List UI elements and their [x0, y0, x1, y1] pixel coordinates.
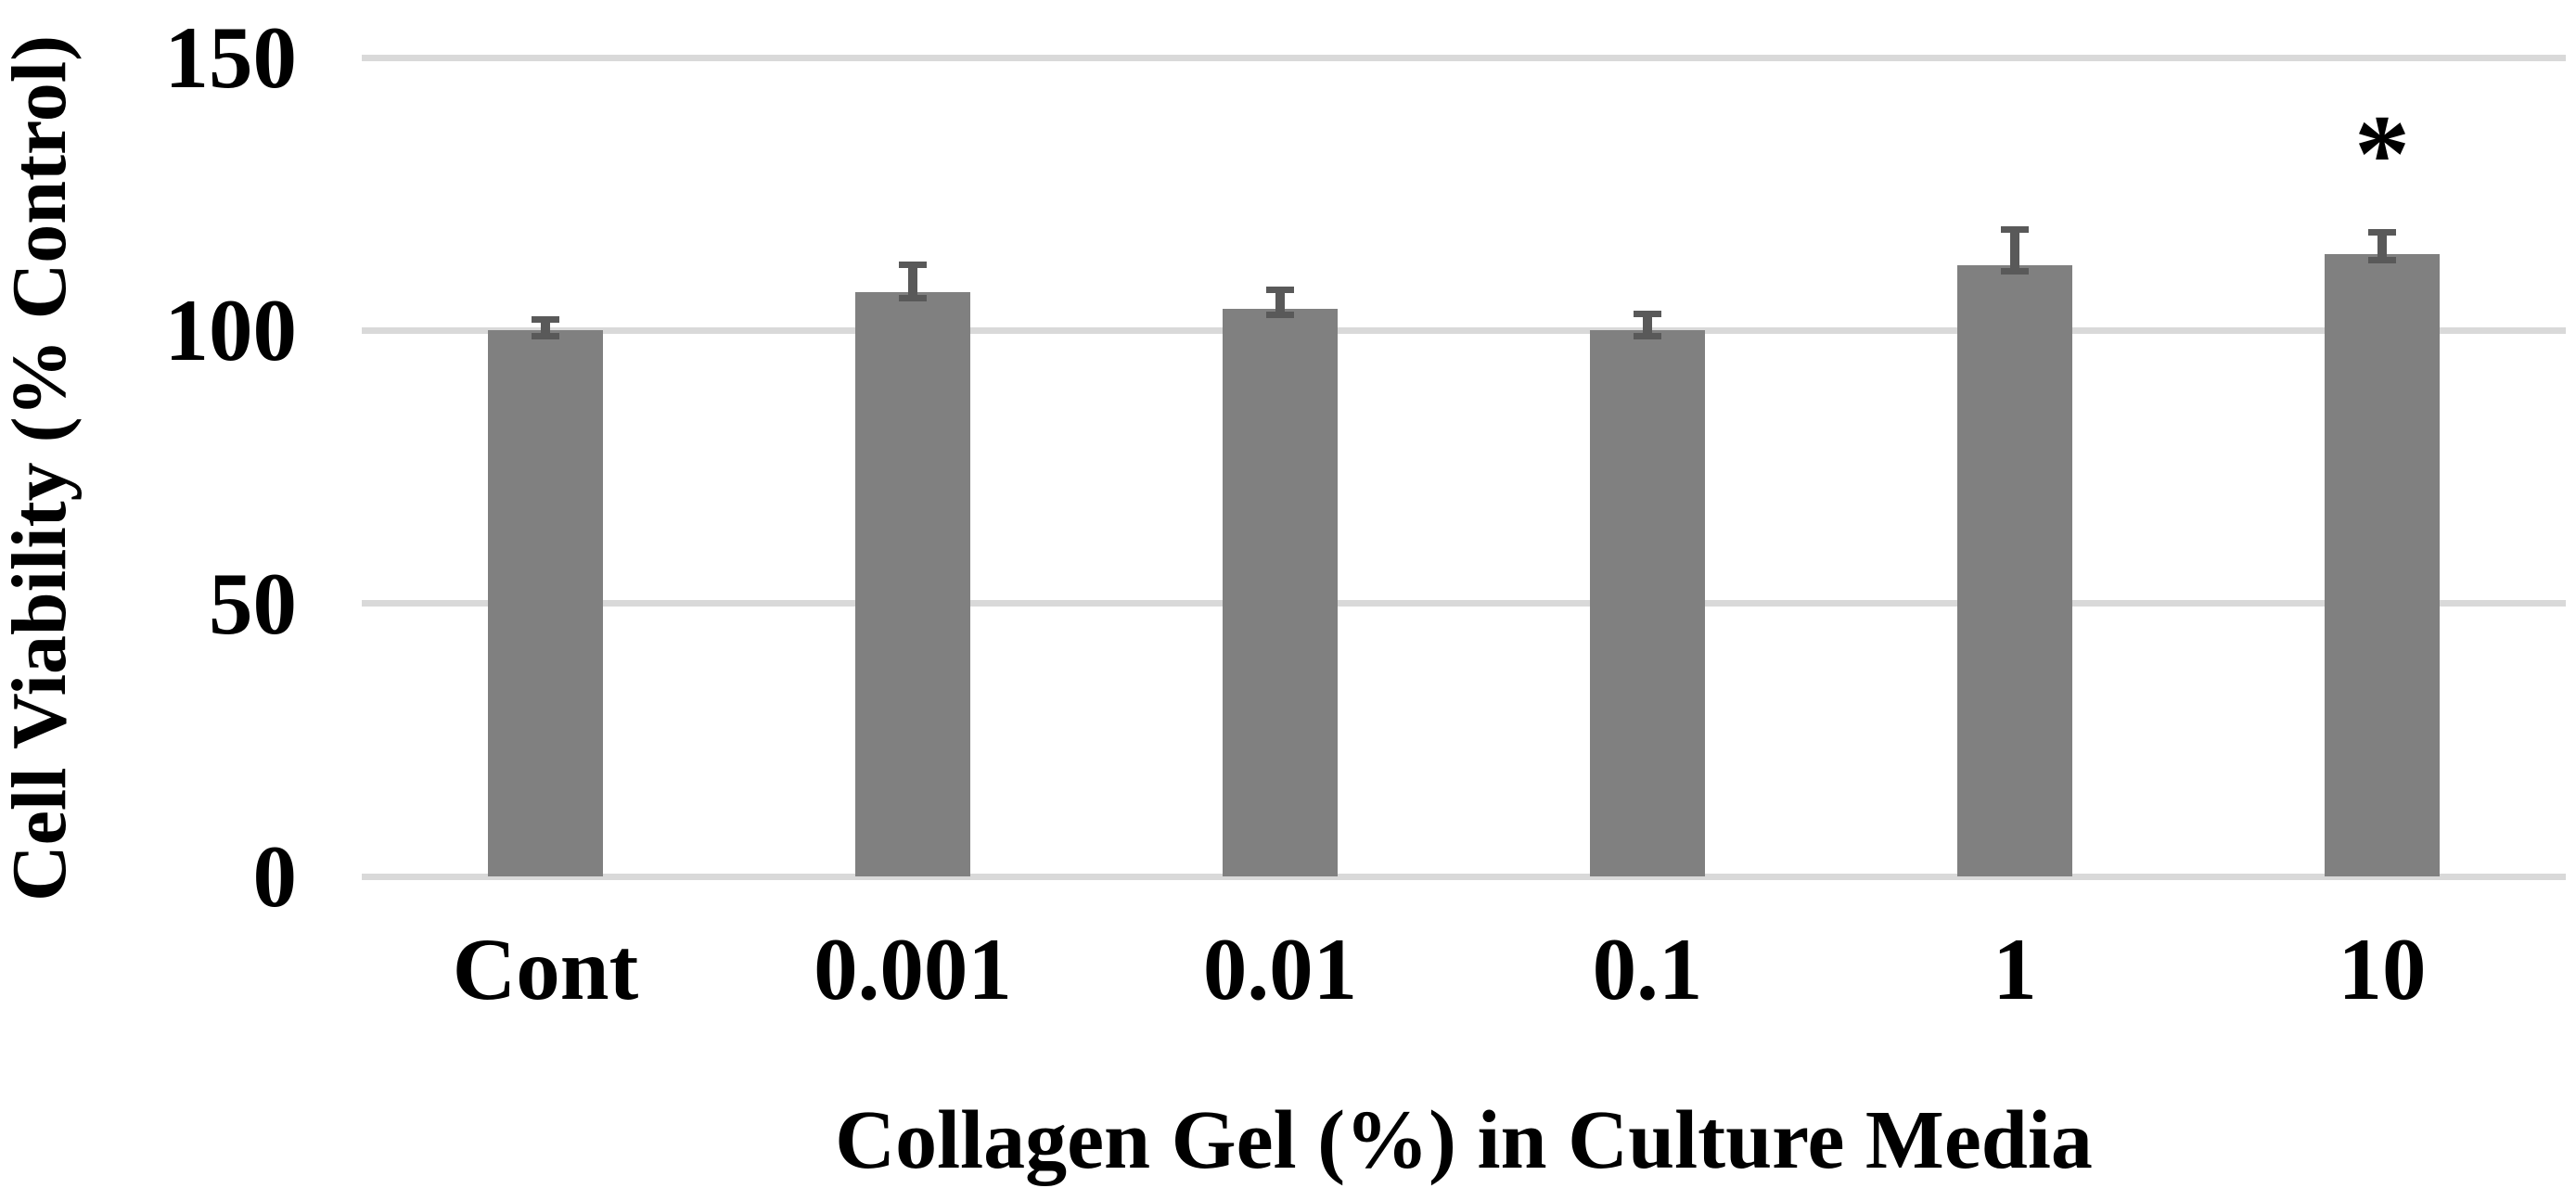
error-bar-whisker	[541, 319, 550, 340]
error-bar-whisker	[1275, 289, 1285, 318]
error-bar-bottom-cap	[532, 333, 559, 340]
error-bar-top-cap	[1634, 311, 1661, 318]
bar-10	[2325, 253, 2440, 876]
error-bar-top-cap	[1266, 286, 1294, 293]
y-tick-label: 0	[252, 827, 298, 926]
gridline-y-150	[362, 54, 2566, 61]
error-bar-whisker	[1643, 313, 1652, 340]
error-bar-bottom-cap	[1266, 311, 1294, 318]
gridline-y-100	[362, 326, 2566, 334]
error-bar-top-cap	[2001, 225, 2029, 233]
error-bar-whisker	[2377, 232, 2387, 263]
bar-0.01	[1223, 308, 1338, 876]
error-bar-whisker	[2010, 229, 2019, 275]
bar-1	[1957, 264, 2072, 876]
y-tick-label: 150	[164, 8, 298, 107]
x-tick-label: 1	[1993, 920, 2037, 1018]
x-axis-title: Collagen Gel (%) in Culture Media	[835, 1094, 2093, 1186]
y-tick-label: 50	[209, 554, 297, 653]
significance-asterisk: *	[2354, 92, 2410, 215]
error-bar-bottom-cap	[899, 295, 927, 302]
error-bar-bottom-cap	[2368, 256, 2396, 263]
x-tick-label: 0.1	[1592, 920, 1703, 1018]
bar-0.1	[1590, 330, 1705, 876]
bar-Cont	[488, 330, 603, 876]
error-bar-top-cap	[2368, 228, 2396, 236]
x-tick-label: 0.001	[814, 920, 1012, 1018]
y-tick-label: 100	[164, 281, 298, 380]
x-tick-label: 0.01	[1202, 920, 1358, 1018]
error-bar-top-cap	[532, 316, 559, 324]
x-tick-label: 10	[2338, 920, 2427, 1018]
x-tick-label: Cont	[452, 920, 639, 1018]
gridline-y-0	[362, 873, 2566, 880]
bar-0.001	[855, 292, 970, 876]
error-bar-bottom-cap	[1634, 333, 1661, 340]
gridline-y-50	[362, 600, 2566, 607]
error-bar-top-cap	[899, 262, 927, 269]
error-bar-whisker	[908, 264, 917, 302]
error-bar-bottom-cap	[2001, 267, 2029, 275]
